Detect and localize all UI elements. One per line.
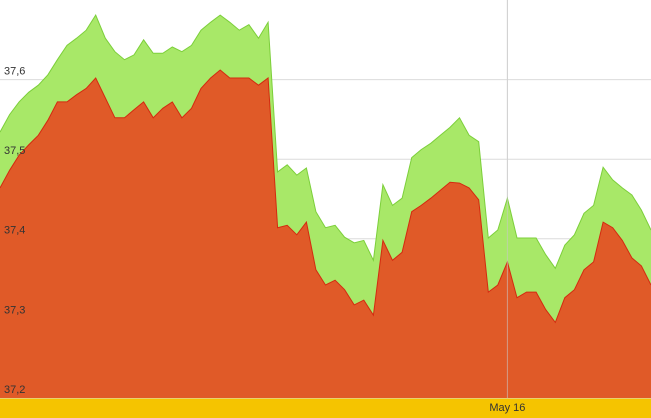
area-line	[0, 14, 651, 270]
y-tick-label: 37,3	[4, 304, 25, 316]
y-tick-label: 37,6	[4, 66, 25, 78]
y-tick-label: 37,2	[4, 384, 25, 396]
x-tick-label: May 16	[489, 402, 525, 414]
y-tick-label: 37,4	[4, 225, 25, 237]
area-line	[0, 69, 651, 324]
area	[0, 70, 651, 398]
x-axis-band	[0, 398, 651, 418]
y-tick-label: 37,5	[4, 145, 25, 157]
